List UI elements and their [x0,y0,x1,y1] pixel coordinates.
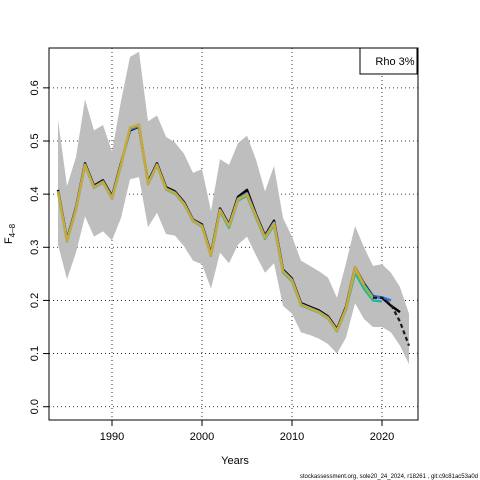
y-axis-title: F4–8 [3,223,17,244]
y-axis-title-base: F [3,237,15,244]
x-tick-label: 2020 [370,431,394,443]
retro-line-5 [56,123,366,332]
x-axis-title: Years [221,455,249,467]
y-tick-label: 0.2 [29,293,41,308]
retrospective-lines [56,123,411,346]
y-tick-label: 0.0 [29,399,41,414]
legend: Rho 3% [359,47,418,75]
y-axis-title-subscript: 4–8 [8,223,17,237]
y-tick-label: 0.1 [29,346,41,361]
legend-box [359,47,418,75]
y-tick-label: 0.5 [29,133,41,148]
y-tick-label: 0.4 [29,186,41,201]
plot-frame [48,47,419,421]
y-axis: 0.0 0.1 0.2 0.3 0.4 0.5 0.6 [29,80,49,414]
x-tick-label: 1990 [100,431,124,443]
legend-label: Rho 3% [375,56,414,68]
y-tick-label: 0.3 [29,240,41,255]
x-tick-label: 2000 [190,431,214,443]
y-tick-label: 0.6 [29,80,41,95]
footer-credit: stockassessment.org, sole20_24_2024, r18… [300,474,478,480]
x-axis: 1990 2000 2010 2020 [100,420,394,443]
x-tick-label: 2010 [280,431,304,443]
